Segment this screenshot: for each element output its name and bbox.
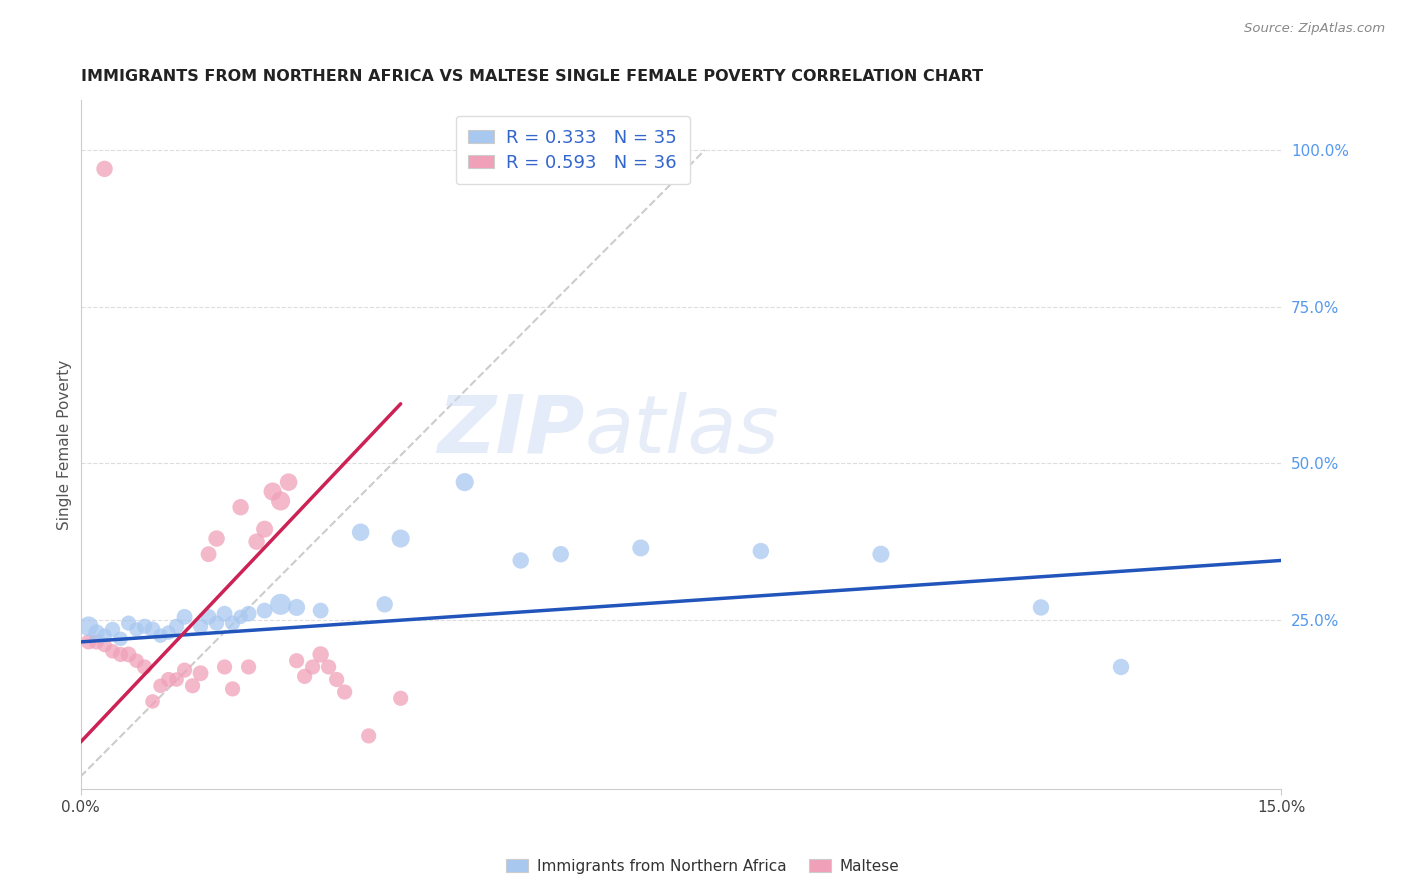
Point <box>86 625 108 640</box>
Point <box>134 619 156 633</box>
Point <box>277 475 299 490</box>
Point <box>301 660 323 674</box>
Point <box>1029 600 1052 615</box>
Point <box>157 673 180 687</box>
Point <box>190 666 212 681</box>
Point <box>197 610 219 624</box>
Point <box>294 669 316 683</box>
Point <box>141 694 163 708</box>
Point <box>262 484 284 499</box>
Point <box>229 610 252 624</box>
Point <box>101 623 124 637</box>
Point <box>86 635 108 649</box>
Point <box>134 660 156 674</box>
Point <box>101 644 124 658</box>
Point <box>214 607 236 621</box>
Point <box>238 660 260 674</box>
Point <box>173 610 195 624</box>
Point <box>190 619 212 633</box>
Point <box>205 532 228 546</box>
Point <box>509 553 531 567</box>
Point <box>214 660 236 674</box>
Point <box>253 604 276 618</box>
Text: IMMIGRANTS FROM NORTHERN AFRICA VS MALTESE SINGLE FEMALE POVERTY CORRELATION CHA: IMMIGRANTS FROM NORTHERN AFRICA VS MALTE… <box>80 69 983 84</box>
Point <box>389 691 412 706</box>
Point <box>389 532 412 546</box>
Point <box>309 648 332 662</box>
Point <box>141 623 163 637</box>
Legend: R = 0.333   N = 35, R = 0.593   N = 36: R = 0.333 N = 35, R = 0.593 N = 36 <box>456 116 690 185</box>
Point <box>93 161 115 176</box>
Point <box>285 654 308 668</box>
Point <box>93 629 115 643</box>
Point <box>270 494 292 508</box>
Point <box>374 597 396 611</box>
Point <box>229 500 252 515</box>
Point <box>110 632 132 646</box>
Point <box>221 616 243 631</box>
Point <box>238 607 260 621</box>
Point <box>149 629 172 643</box>
Point <box>166 673 188 687</box>
Legend: Immigrants from Northern Africa, Maltese: Immigrants from Northern Africa, Maltese <box>501 853 905 880</box>
Point <box>454 475 477 490</box>
Point <box>149 679 172 693</box>
Point <box>166 619 188 633</box>
Point <box>870 547 893 561</box>
Point <box>357 729 380 743</box>
Point <box>318 660 340 674</box>
Point <box>205 616 228 631</box>
Point <box>197 547 219 561</box>
Point <box>630 541 652 555</box>
Y-axis label: Single Female Poverty: Single Female Poverty <box>58 359 72 530</box>
Point <box>1109 660 1132 674</box>
Point <box>77 635 100 649</box>
Text: ZIP: ZIP <box>437 392 585 470</box>
Point <box>550 547 572 561</box>
Point <box>749 544 772 558</box>
Point <box>309 604 332 618</box>
Point <box>181 679 204 693</box>
Point <box>157 625 180 640</box>
Point <box>350 525 373 540</box>
Text: atlas: atlas <box>585 392 779 470</box>
Point <box>333 685 356 699</box>
Point <box>125 623 148 637</box>
Point <box>285 600 308 615</box>
Point <box>93 638 115 652</box>
Point <box>110 648 132 662</box>
Point <box>270 597 292 611</box>
Point <box>246 534 269 549</box>
Text: Source: ZipAtlas.com: Source: ZipAtlas.com <box>1244 22 1385 36</box>
Point <box>325 673 347 687</box>
Point <box>117 648 139 662</box>
Point <box>173 663 195 677</box>
Point <box>221 681 243 696</box>
Point <box>125 654 148 668</box>
Point <box>77 619 100 633</box>
Point <box>117 616 139 631</box>
Point <box>253 522 276 536</box>
